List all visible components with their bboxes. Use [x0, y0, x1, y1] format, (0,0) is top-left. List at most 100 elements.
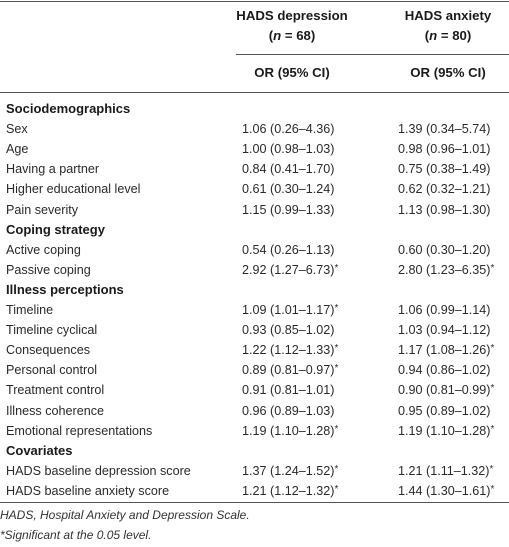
row-label: Emotional representations [6, 423, 153, 438]
col-n: (n = 80) [424, 28, 472, 43]
or-anxiety-cell: 0.94 (0.86–1.02) [398, 360, 490, 382]
row-label: Higher educational level [6, 182, 141, 197]
table-row: Passive coping 2.92 (1.27–6.73)* 2.80 (1.2… [0, 260, 509, 280]
or-depression-cell: 1.37 (1.24–1.52)* [242, 461, 338, 483]
or-depression-value: 1.21 (1.12–1.32) [242, 483, 335, 498]
row-label: Active coping [6, 242, 81, 257]
or-depression-value: 1.15 (0.99–1.33) [242, 202, 335, 217]
row-label: HADS baseline depression score [6, 463, 191, 478]
row-label: Consequences [6, 343, 91, 358]
col-header-depression: HADS depression (n = 68) [232, 6, 352, 46]
or-anxiety-value: 1.21 (1.11–1.32) [398, 463, 490, 478]
or-depression-cell: 0.84 (0.41–1.70) [242, 159, 334, 181]
or-depression-value: 1.22 (1.12–1.33) [242, 343, 335, 358]
or-anxiety-value: 0.62 (0.32–1.21) [398, 182, 491, 197]
or-depression-cell: 1.06 (0.26–4.36) [242, 119, 334, 141]
or-depression-value: 1.06 (0.26–4.36) [242, 122, 335, 137]
section-header: Sociodemographics [0, 99, 509, 119]
or-depression-value: 0.91 (0.81–1.01) [242, 383, 335, 398]
or-depression-cell: 0.93 (0.85–1.02) [242, 320, 334, 342]
footnote-significance: *Significant at the 0.05 level. [0, 528, 152, 542]
table-row: Personal control 0.89 (0.81–0.97)* 0.94 (0… [0, 360, 509, 380]
significance-marker: * [489, 463, 494, 475]
significance-marker: * [334, 343, 339, 355]
row-label: Age [6, 142, 29, 157]
or-anxiety-value: 0.75 (0.38–1.49) [398, 162, 491, 177]
or-anxiety-value: 1.06 (0.99–1.14) [398, 303, 491, 317]
or-depression-cell: 1.15 (0.99–1.33) [242, 200, 334, 222]
significance-marker: * [490, 483, 495, 495]
col-stat-anxiety: OR (95% CI) [410, 65, 486, 80]
row-label: Having a partner [6, 162, 100, 177]
or-anxiety-cell: 0.95 (0.89–1.02) [398, 401, 490, 423]
table-row: Timeline cyclical 0.93 (0.85–1.02) 1.03 (0… [0, 320, 509, 340]
or-anxiety-cell: 0.62 (0.32–1.21) [398, 179, 490, 201]
table-row: Age 1.00 (0.98–1.03) 0.98 (0.96–1.01) [0, 139, 509, 159]
or-anxiety-cell: 1.17 (1.08–1.26)* [398, 340, 494, 362]
row-label: Timeline [6, 303, 54, 317]
row-label: Timeline cyclical [6, 323, 98, 338]
or-anxiety-value: 0.98 (0.96–1.01) [398, 142, 491, 157]
or-depression-cell: 1.22 (1.12–1.33)* [242, 340, 338, 362]
row-label: Illness coherence [6, 403, 105, 418]
or-anxiety-cell: 1.21 (1.11–1.32)* [398, 461, 493, 483]
section-header: Illness perceptions [0, 280, 509, 300]
row-label: HADS baseline anxiety score [6, 483, 170, 498]
or-anxiety-cell: 0.90 (0.81–0.99)* [398, 380, 494, 402]
table-row: Treatment control 0.91 (0.81–1.01) 0.90 (0… [0, 380, 509, 400]
or-depression-cell: 0.89 (0.81–0.97)* [242, 360, 338, 382]
or-anxiety-cell: 2.80 (1.23–6.35)* [398, 260, 494, 282]
table-row: Having a partner 0.84 (0.41–1.70) 0.75 (0.… [0, 159, 509, 179]
table-row: HADS baseline anxiety score 1.21 (1.12–1.… [0, 481, 509, 501]
significance-marker: * [334, 483, 339, 495]
or-depression-cell: 1.09 (1.01–1.17)* [242, 300, 338, 322]
or-depression-cell: 0.54 (0.26–1.13) [242, 240, 334, 262]
section-title: Sociodemographics [6, 101, 131, 116]
or-anxiety-value: 0.95 (0.89–1.02) [398, 403, 491, 418]
row-label: Pain severity [6, 202, 79, 217]
or-depression-value: 0.54 (0.26–1.13) [242, 242, 335, 257]
or-anxiety-value: 1.39 (0.34–5.74) [398, 122, 491, 137]
table-row: Consequences 1.22 (1.12–1.33)* 1.17 (1.08–… [0, 340, 509, 360]
or-anxiety-value: 1.03 (0.94–1.12) [398, 323, 491, 338]
or-anxiety-value: 1.44 (1.30–1.61) [398, 483, 491, 498]
or-depression-value: 1.19 (1.10–1.28) [242, 423, 335, 438]
or-depression-value: 1.37 (1.24–1.52) [242, 463, 335, 478]
section-header: Coping strategy [0, 220, 509, 240]
significance-marker: * [490, 423, 495, 435]
or-depression-value: 0.84 (0.41–1.70) [242, 162, 335, 177]
significance-marker: * [490, 343, 495, 355]
or-anxiety-value: 0.94 (0.86–1.02) [398, 363, 491, 378]
or-anxiety-cell: 1.06 (0.99–1.14) [398, 300, 490, 322]
or-depression-cell: 1.00 (0.98–1.03) [242, 139, 334, 161]
header-rule [236, 54, 509, 55]
or-depression-value: 0.96 (0.89–1.03) [242, 403, 335, 418]
section-title: Coping strategy [6, 221, 105, 237]
significance-marker: * [334, 303, 339, 314]
row-label: Sex [6, 122, 28, 137]
or-depression-value: 0.93 (0.85–1.02) [242, 323, 335, 338]
or-anxiety-cell: 0.75 (0.38–1.49) [398, 159, 490, 181]
or-anxiety-cell: 0.60 (0.30–1.20) [398, 240, 490, 262]
col-title: HADS anxiety [404, 8, 492, 23]
col-header-anxiety: HADS anxiety (n = 80) [394, 6, 502, 46]
or-anxiety-value: 1.17 (1.08–1.26) [398, 343, 491, 358]
or-anxiety-cell: 1.39 (0.34–5.74) [398, 119, 490, 141]
table-row: Illness coherence 0.96 (0.89–1.03) 0.95 (0… [0, 401, 509, 421]
col-title: HADS depression [236, 8, 348, 23]
or-anxiety-value: 2.80 (1.23–6.35) [398, 262, 491, 277]
or-depression-cell: 0.91 (0.81–1.01) [242, 380, 334, 402]
or-depression-value: 0.61 (0.30–1.24) [242, 182, 335, 197]
footnote-abbrev: HADS, Hospital Anxiety and Depression Sc… [0, 508, 250, 522]
or-depression-value: 2.92 (1.27–6.73) [242, 262, 335, 277]
section-header: Covariates [0, 441, 509, 461]
significance-marker: * [334, 423, 339, 435]
or-anxiety-cell: 1.13 (0.98–1.30) [398, 200, 490, 222]
col-stat-depression: OR (95% CI) [254, 65, 330, 80]
row-label: Personal control [6, 363, 98, 378]
body-top-rule [0, 92, 509, 93]
significance-marker: * [490, 262, 495, 274]
or-depression-cell: 0.61 (0.30–1.24) [242, 179, 334, 201]
section-title: Covariates [6, 442, 73, 458]
